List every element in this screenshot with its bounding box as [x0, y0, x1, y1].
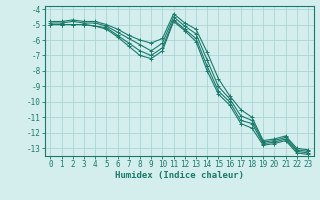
X-axis label: Humidex (Indice chaleur): Humidex (Indice chaleur)	[115, 171, 244, 180]
